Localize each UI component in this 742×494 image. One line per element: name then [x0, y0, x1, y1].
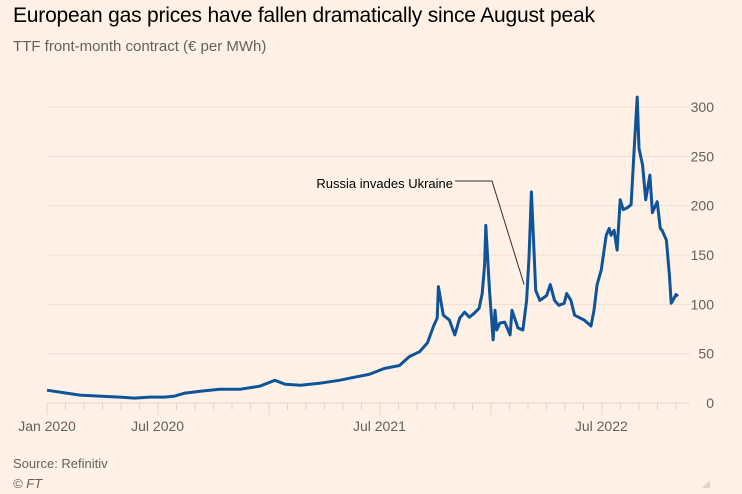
y-tick-label: 100 [691, 296, 715, 312]
y-tick-label: 200 [691, 198, 715, 214]
y-tick-label: 300 [691, 99, 715, 115]
y-tick-label: 0 [706, 395, 714, 411]
annotation-leader-line [455, 180, 525, 285]
x-tick-label: Jul 2020 [131, 418, 184, 434]
y-tick-label: 150 [691, 247, 715, 263]
x-tick-label: Jul 2021 [353, 418, 406, 434]
y-tick-label: 50 [698, 346, 714, 362]
source-note: Source: Refinitiv [13, 456, 108, 471]
resize-handle-icon [702, 480, 710, 488]
series-line-ttf [46, 95, 679, 400]
chart-title: European gas prices have fallen dramatic… [13, 4, 595, 27]
chart-subtitle: TTF front-month contract (€ per MWh) [13, 38, 267, 55]
annotation-label: Russia invades Ukraine [316, 176, 453, 191]
x-tick-label: Jan 2020 [18, 418, 76, 434]
copyright-note: © FT [13, 476, 43, 491]
y-tick-label: 250 [691, 148, 715, 164]
x-tick-label: Jul 2022 [575, 418, 628, 434]
